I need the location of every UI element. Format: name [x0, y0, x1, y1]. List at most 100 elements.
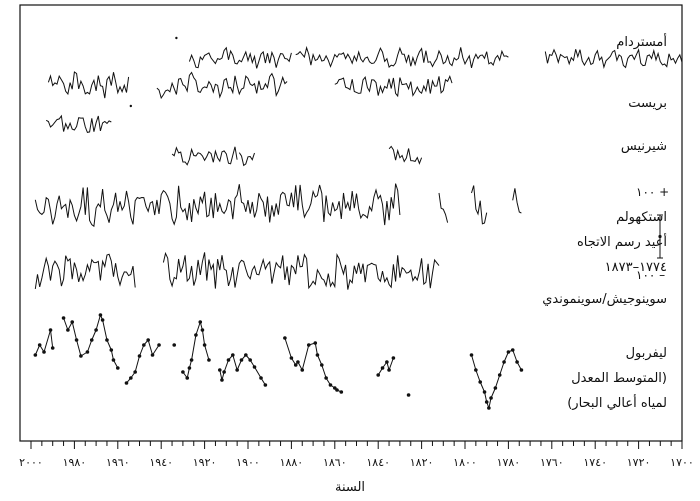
series-point [175, 36, 178, 40]
x-tick-label: ١٩٠٠ [236, 456, 260, 469]
data-point [111, 358, 116, 362]
scale-bottom-label: – ١٠٠ [636, 268, 666, 282]
series-line-3 [238, 152, 255, 167]
series-connector [76, 339, 82, 357]
series-connector [191, 334, 197, 361]
x-tick-label: ١٧٠٠ [670, 456, 694, 469]
data-point [387, 368, 391, 372]
data-point [487, 406, 491, 410]
scale-top-label: + ١٠٠ [636, 185, 670, 199]
data-point [315, 353, 320, 357]
data-point [189, 358, 194, 362]
data-point [259, 376, 263, 380]
series-connector [201, 329, 206, 346]
data-point [244, 353, 248, 357]
data-point [207, 358, 211, 362]
x-tick-label: ١٩٢٠ [193, 456, 217, 469]
data-point [283, 336, 287, 340]
series-connector [204, 344, 210, 361]
data-point [319, 363, 324, 367]
data-point [248, 358, 252, 362]
data-point [70, 320, 75, 324]
data-point [406, 393, 411, 397]
data-point [66, 328, 70, 332]
data-point [493, 386, 498, 390]
series-connector [301, 344, 310, 371]
series-connector [512, 349, 518, 363]
series-connector [503, 351, 509, 363]
series-connector [50, 329, 54, 349]
data-point [109, 348, 114, 352]
data-point [137, 354, 142, 358]
data-point [105, 338, 109, 342]
data-point [519, 368, 524, 372]
series-line-3 [171, 146, 238, 166]
series-label: استكهولم [616, 210, 667, 225]
series-connector [479, 381, 485, 393]
series-line-5 [34, 253, 136, 289]
series-connector [232, 354, 238, 371]
data-point [172, 343, 177, 347]
data-point [474, 368, 478, 372]
series-label: شيرنيس [620, 139, 667, 154]
data-point [220, 378, 224, 382]
data-point [484, 400, 489, 404]
series-point [129, 104, 133, 108]
data-point [469, 353, 474, 357]
scale-bar-dot [658, 234, 662, 239]
x-tick-label: ١٧٢٠ [627, 456, 651, 469]
series-line-3 [388, 145, 423, 165]
plot-frame [19, 4, 683, 442]
data-point [124, 381, 129, 385]
data-point [222, 370, 226, 374]
data-point [61, 316, 66, 320]
series-label: بريست [628, 96, 667, 111]
series-connector [388, 357, 394, 371]
data-point [478, 380, 482, 384]
x-tick-label: ١٩٤٠ [149, 456, 173, 469]
series-connector [314, 342, 318, 356]
data-point [74, 338, 79, 342]
series-connector [147, 339, 154, 356]
data-point [239, 358, 244, 362]
series-connector [139, 344, 145, 357]
data-point [142, 343, 146, 347]
series-line-5 [162, 251, 440, 290]
data-point [194, 333, 198, 337]
series-label: ١٧٧٤–١٨٧٣ [604, 260, 667, 275]
series-line-4 [512, 188, 522, 214]
data-point [506, 350, 511, 354]
data-point [37, 343, 42, 347]
data-point [293, 363, 298, 367]
series-line-0 [544, 48, 683, 69]
series-connector [106, 339, 112, 351]
x-tick-label: ١٨٠٠ [453, 456, 477, 469]
data-point [42, 350, 46, 354]
data-point [181, 370, 185, 374]
data-point [85, 350, 90, 354]
data-point [150, 353, 155, 357]
data-point [502, 360, 506, 364]
data-point [489, 396, 493, 400]
series-connector [91, 329, 97, 341]
series-line-1 [156, 71, 288, 100]
data-point [263, 383, 268, 387]
data-point [497, 373, 502, 377]
series-connector [475, 369, 481, 383]
data-point [510, 348, 515, 352]
data-point [231, 353, 235, 357]
series-connector [223, 359, 229, 373]
x-axis: ٢٠٠٠ ١٩٨٠ ١٩٦٠ ١٩٤٠ ١٩٢٠ ١٩٠٠ ١٨٨٠ ١٨٦٠ ١٨٤٠ ١٨٢٠… [19, 441, 694, 469]
series-connector [195, 321, 201, 336]
data-point [185, 376, 190, 380]
data-point [328, 383, 333, 387]
x-tick-label: ١٩٨٠ [63, 456, 87, 469]
data-point [129, 376, 133, 380]
series-label: سوينوجيش/سوينموندي [542, 292, 667, 307]
series-connector [284, 337, 292, 359]
series-label: لمياه أعالي البحار) [567, 396, 667, 411]
data-point [306, 343, 311, 347]
data-point [94, 328, 98, 332]
x-tick-label: ١٩٦٠ [106, 456, 130, 469]
x-tick-label: ١٧٦٠ [540, 456, 564, 469]
